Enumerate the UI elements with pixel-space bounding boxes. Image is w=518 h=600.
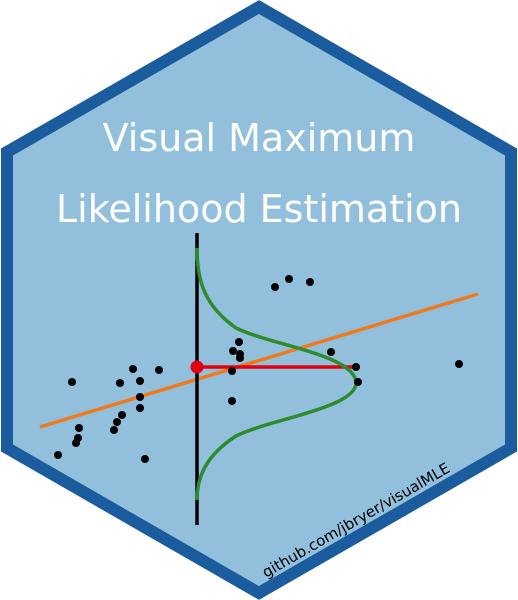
data-point bbox=[155, 366, 163, 374]
data-point bbox=[136, 393, 144, 401]
data-point bbox=[116, 379, 124, 387]
plot bbox=[39, 233, 479, 525]
data-point bbox=[327, 348, 335, 356]
data-point bbox=[235, 338, 243, 346]
data-point bbox=[228, 397, 236, 405]
data-point bbox=[455, 360, 463, 368]
data-point bbox=[229, 347, 237, 355]
regression-line bbox=[39, 292, 479, 429]
data-point bbox=[113, 418, 121, 426]
data-point bbox=[54, 451, 62, 459]
data-point bbox=[271, 283, 279, 291]
data-point bbox=[141, 455, 149, 463]
data-point bbox=[136, 404, 144, 412]
data-point bbox=[236, 354, 244, 362]
data-point bbox=[129, 365, 137, 373]
data-point bbox=[354, 378, 362, 386]
data-point bbox=[68, 378, 76, 386]
predicted-point bbox=[190, 360, 204, 374]
data-point bbox=[228, 367, 236, 375]
title-line-1: Visual Maximum bbox=[103, 116, 416, 160]
title-line-2: Likelihood Estimation bbox=[56, 187, 462, 231]
data-point bbox=[110, 426, 118, 434]
scatter-points bbox=[54, 275, 463, 463]
data-point bbox=[136, 377, 144, 385]
data-point bbox=[118, 411, 126, 419]
data-point bbox=[75, 424, 83, 432]
data-point bbox=[285, 275, 293, 283]
data-point bbox=[306, 278, 314, 286]
data-point bbox=[74, 434, 82, 442]
data-point bbox=[352, 363, 360, 371]
